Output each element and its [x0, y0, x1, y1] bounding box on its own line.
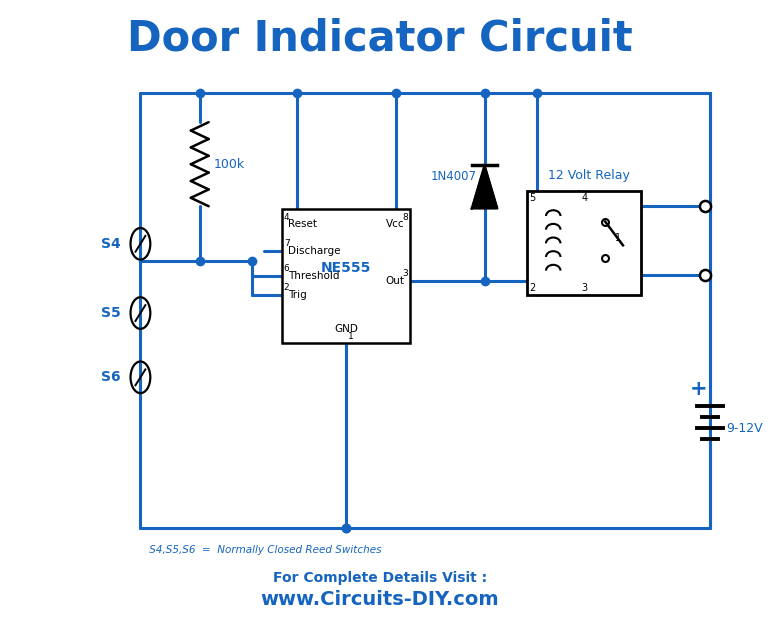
- Text: S5: S5: [101, 306, 121, 320]
- Text: Reset: Reset: [288, 219, 316, 229]
- Bar: [527, 191, 641, 295]
- Text: 100k: 100k: [214, 158, 245, 171]
- Text: Door Indicator Circuit: Door Indicator Circuit: [127, 17, 633, 59]
- Polygon shape: [472, 165, 498, 208]
- Text: 2: 2: [284, 284, 290, 292]
- Text: 6: 6: [284, 264, 290, 273]
- Text: 7: 7: [284, 239, 290, 248]
- Text: 1N4007: 1N4007: [431, 170, 477, 184]
- Text: Vcc: Vcc: [386, 219, 405, 229]
- Text: 12 Volt Relay: 12 Volt Relay: [548, 169, 630, 182]
- Text: S6: S6: [101, 370, 121, 384]
- Text: 4: 4: [284, 213, 290, 222]
- Text: Discharge: Discharge: [288, 246, 340, 256]
- Text: 1: 1: [615, 234, 621, 243]
- Text: 4: 4: [581, 194, 588, 203]
- Text: S4: S4: [101, 237, 121, 251]
- Text: Threshold: Threshold: [288, 271, 339, 281]
- Bar: [282, 209, 410, 342]
- Text: 5: 5: [529, 194, 535, 203]
- Text: For Complete Details Visit :: For Complete Details Visit :: [273, 571, 487, 585]
- Text: GND: GND: [334, 324, 358, 334]
- Text: 2: 2: [529, 283, 535, 293]
- Text: +: +: [690, 379, 707, 399]
- Text: NE555: NE555: [321, 261, 371, 275]
- Text: 8: 8: [402, 213, 409, 222]
- Text: 3: 3: [581, 283, 588, 293]
- Text: 3: 3: [402, 269, 409, 278]
- Text: 9-12V: 9-12V: [726, 422, 763, 436]
- Text: www.Circuits-DIY.com: www.Circuits-DIY.com: [260, 591, 499, 610]
- Text: 1: 1: [348, 332, 354, 341]
- Text: S4,S5,S6  =  Normally Closed Reed Switches: S4,S5,S6 = Normally Closed Reed Switches: [147, 546, 382, 555]
- Text: Trig: Trig: [288, 291, 306, 300]
- Text: Out: Out: [386, 276, 405, 286]
